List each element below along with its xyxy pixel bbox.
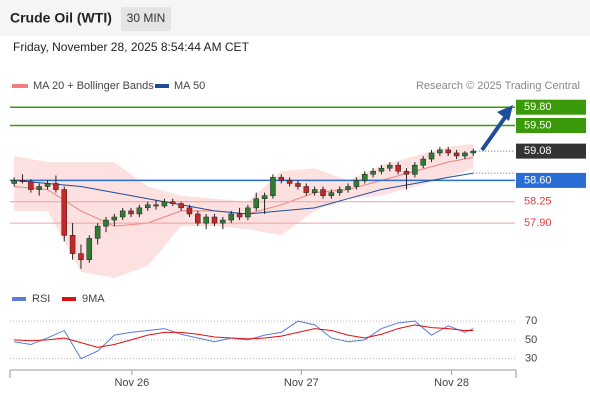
candle-body: [144, 204, 151, 209]
rsi-line: [14, 320, 474, 360]
bollinger-area: [14, 143, 474, 278]
candle-body: [361, 174, 368, 181]
candle-body: [69, 235, 76, 254]
level-label: 59.50: [524, 119, 552, 131]
projection-arrow: [480, 114, 508, 152]
candle-body: [94, 225, 101, 239]
candle-body: [253, 198, 259, 209]
candle-body: [245, 207, 251, 218]
candle-body: [228, 213, 234, 221]
candle-body: [387, 164, 393, 169]
candle-body: [195, 213, 201, 224]
candle-body: [220, 219, 226, 224]
legend-label: MA 50: [174, 80, 205, 92]
candle-body: [236, 213, 243, 218]
candle-body: [320, 189, 326, 196]
candle-body: [11, 180, 17, 184]
candle-body: [128, 210, 134, 215]
candle-body: [437, 149, 443, 154]
x-tick-label: Nov 26: [114, 377, 149, 389]
candle-body: [395, 164, 401, 172]
candle-body: [103, 219, 109, 227]
candle-body: [370, 171, 376, 175]
candle-body: [470, 150, 477, 154]
level-badge: [516, 143, 586, 159]
level-label: 58.60: [524, 174, 552, 186]
candle-body: [28, 181, 34, 190]
rsi-tick-label: 70: [525, 315, 537, 327]
legend-swatch: [12, 84, 28, 88]
level-label: 58.25: [524, 196, 552, 208]
candle-body: [295, 183, 301, 187]
candle-body: [186, 207, 193, 215]
legend-label: 9MA: [82, 293, 105, 305]
rsi-tick-label: 30: [525, 353, 537, 365]
interval[interactable]: 30 MIN: [127, 11, 166, 25]
candle-body: [278, 177, 285, 181]
header-bar: [0, 0, 590, 36]
candle-body: [270, 177, 276, 196]
interval-badge[interactable]: [121, 7, 171, 31]
candle-body: [378, 167, 385, 172]
level-badge: [516, 172, 586, 188]
candle-body: [178, 203, 184, 209]
candle-body: [286, 180, 293, 184]
rsi-tick-label: 50: [525, 334, 537, 346]
x-tick-label: Nov 27: [284, 377, 319, 389]
candle-body: [53, 183, 59, 190]
legend-swatch: [62, 297, 76, 301]
level-label: 59.80: [524, 101, 552, 113]
candle-body: [261, 195, 268, 199]
candle-body: [336, 189, 343, 193]
level-label: 57.90: [524, 217, 552, 229]
candle-body: [211, 216, 218, 224]
legend-swatch: [155, 84, 169, 88]
x-tick-label: Nov 28: [434, 377, 469, 389]
legend-swatch: [12, 297, 26, 301]
candle-body: [345, 186, 351, 190]
candle-body: [403, 171, 410, 175]
source: Research © 2025 Trading Central: [416, 80, 580, 92]
candle-body: [428, 152, 435, 160]
candle-body: [78, 253, 84, 260]
candle-body: [119, 210, 126, 218]
candle-body: [19, 180, 26, 182]
level-label: 59.08: [524, 145, 552, 157]
candle-body: [86, 238, 93, 260]
candle-body: [136, 207, 143, 215]
candle-body: [445, 149, 451, 154]
candle-body: [61, 189, 68, 236]
candle-body: [203, 216, 209, 224]
candle-body: [453, 152, 460, 157]
subtitle: Friday, November 28, 2025 8:54:44 AM CET: [13, 40, 250, 54]
rsi-ma-line: [14, 324, 474, 348]
candle-body: [328, 192, 335, 196]
candle-body: [353, 180, 360, 187]
candle-body: [111, 216, 118, 221]
legend-label: RSI: [32, 293, 50, 305]
candle-body: [36, 186, 42, 190]
projection-arrowhead: [497, 105, 513, 121]
candle-body: [462, 152, 468, 157]
level-badge: [516, 118, 586, 133]
candle-body: [311, 189, 318, 193]
candle-body: [170, 201, 176, 204]
candle-body: [153, 204, 159, 207]
candle-body: [303, 186, 310, 193]
legend-label: MA 20 + Bollinger Bands: [33, 80, 154, 92]
candle-body: [412, 164, 418, 175]
candle-body: [420, 158, 426, 166]
chart-title: Crude Oil (WTI): [10, 10, 112, 26]
level-badge: [516, 99, 586, 115]
candle-body: [44, 183, 51, 187]
candle-body: [161, 201, 168, 207]
